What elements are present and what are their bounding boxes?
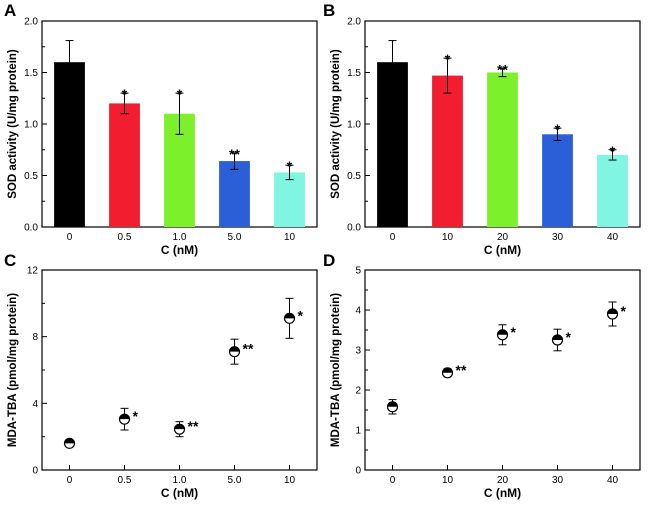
y-tick-label: 3: [355, 346, 361, 357]
significance-label: **: [497, 61, 508, 77]
bar: [597, 154, 628, 227]
y-tick-label: 5: [355, 266, 361, 277]
x-tick-label: 30: [552, 475, 564, 486]
y-tick-label: 1: [355, 426, 361, 437]
x-tick-label: 5.0: [228, 232, 242, 243]
y-axis-label: SOD activity (U/mg protein): [330, 49, 342, 199]
significance-label: *: [511, 324, 517, 340]
y-tick-label: 0: [32, 466, 38, 477]
x-tick-label: 1.0: [173, 475, 187, 486]
x-tick-label: 0: [67, 475, 73, 486]
bar: [377, 62, 408, 228]
significance-label: *: [445, 51, 451, 67]
bar: [219, 161, 250, 227]
x-tick-label: 20: [497, 232, 509, 243]
y-tick-label: 0: [355, 466, 361, 477]
x-tick-label: 20: [497, 475, 509, 486]
bar: [542, 134, 573, 227]
plot-frame: [41, 269, 318, 471]
y-tick-label: 8: [32, 332, 38, 343]
x-tick-label: 10: [284, 232, 296, 243]
bar: [274, 172, 305, 227]
y-tick-label: 0.5: [347, 171, 361, 182]
x-axis-label: C (nM): [484, 486, 521, 500]
significance-label: **: [188, 418, 199, 434]
significance-label: **: [243, 341, 254, 357]
y-tick-label: 1.0: [347, 120, 361, 131]
significance-label: *: [566, 329, 572, 345]
data-point-fill: [64, 438, 75, 444]
significance-label: *: [133, 408, 139, 424]
data-point-fill: [119, 414, 130, 420]
y-tick-label: 1.5: [347, 68, 361, 79]
x-axis-label: C (nM): [161, 486, 198, 500]
x-axis-label: C (nM): [484, 243, 521, 257]
x-tick-label: 0: [67, 232, 73, 243]
data-point-fill: [284, 313, 295, 319]
y-tick-label: 0.0: [24, 223, 38, 234]
y-tick-label: 4: [32, 399, 38, 410]
panel-letter: D: [323, 251, 335, 270]
bar: [432, 75, 463, 227]
panel-a: A 0.0 0.5 1.0 1.5 2.0 0 0.5 1.0 5.0 10 C (nM) SOD ac…: [4, 1, 318, 257]
x-tick-label: 0: [390, 232, 396, 243]
x-tick-label: 1.0: [173, 232, 187, 243]
panel-letter: B: [323, 1, 335, 20]
x-tick-label: 0.5: [118, 475, 132, 486]
bar: [487, 72, 518, 227]
bar: [54, 62, 85, 228]
data-point-fill: [607, 309, 618, 314]
significance-label: *: [555, 121, 561, 137]
significance-label: *: [621, 303, 627, 319]
significance-label: *: [298, 307, 304, 323]
x-tick-label: 0: [390, 475, 396, 486]
bar: [109, 103, 140, 227]
x-axis-label: C (nM): [161, 243, 198, 257]
data-point-fill: [497, 329, 508, 335]
data-point-fill: [552, 335, 563, 340]
y-axis-label: SOD activity (U/mg protein): [7, 49, 19, 199]
significance-label: **: [456, 362, 467, 378]
plot-frame: [364, 269, 641, 471]
significance-label: *: [610, 143, 616, 159]
y-tick-label: 4: [355, 306, 361, 317]
x-tick-label: 30: [552, 232, 564, 243]
significance-label: *: [287, 158, 293, 174]
y-tick-label: 1.5: [24, 68, 38, 79]
panel-c: C 0 4 8 12 0 0.5 1.0 5.0 10 C (nM) MDA-TBA (pmol/mg…: [4, 251, 318, 500]
data-point-fill: [174, 424, 185, 430]
x-tick-label: 10: [442, 232, 454, 243]
y-axis-label: MDA-TBA (pmol/mg protein): [330, 293, 342, 447]
x-tick-label: 5.0: [228, 475, 242, 486]
data-point-fill: [442, 367, 453, 373]
y-tick-label: 2.0: [24, 17, 38, 28]
x-tick-label: 40: [607, 232, 619, 243]
data-point-fill: [229, 346, 240, 352]
y-tick-label: 12: [27, 266, 39, 277]
x-tick-label: 10: [442, 475, 454, 486]
data-point-fill: [387, 401, 398, 407]
panel-b: B 0.0 0.5 1.0 1.5 2.0 0 10 20 30 40 C (nM) SOD activ…: [323, 1, 641, 257]
y-tick-label: 0.0: [347, 223, 361, 234]
panel-letter: C: [4, 251, 16, 270]
significance-label: *: [122, 86, 128, 102]
y-tick-label: 2.0: [347, 17, 361, 28]
y-tick-label: 2: [355, 386, 361, 397]
x-tick-label: 10: [284, 475, 296, 486]
significance-label: **: [229, 146, 240, 162]
significance-label: *: [177, 86, 183, 102]
x-tick-label: 40: [607, 475, 619, 486]
panel-letter: A: [4, 1, 16, 20]
y-axis-label: MDA-TBA (pmol/mg protein): [7, 293, 19, 447]
panel-d: D 0 1 2 3 4 5 0 10 20 30 40 C (nM) MDA-TBA (pmol/mg p…: [323, 251, 641, 500]
y-tick-label: 0.5: [24, 171, 38, 182]
y-tick-label: 1.0: [24, 120, 38, 131]
x-tick-label: 0.5: [118, 232, 132, 243]
